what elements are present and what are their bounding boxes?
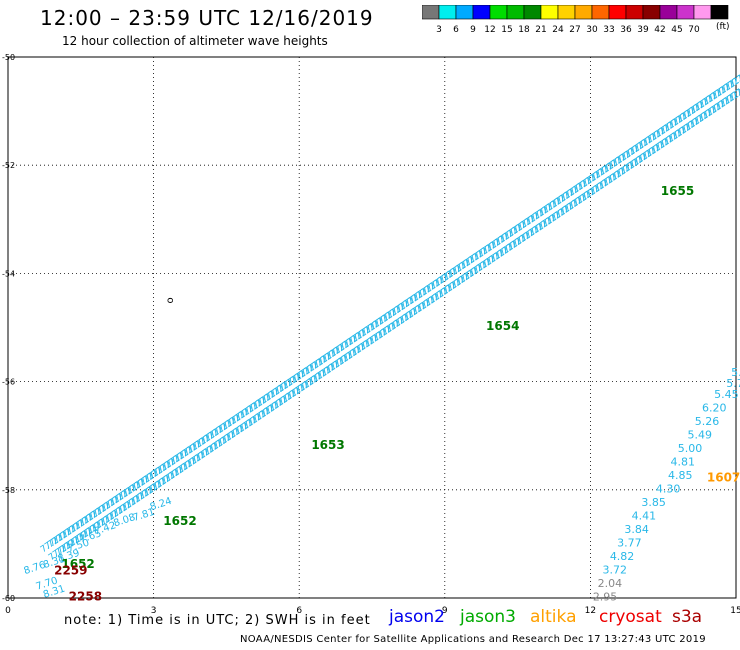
wave-height-label: 5.00 [678,442,703,455]
time-label: 1655 [661,184,694,198]
colorbar-tick-label: 18 [518,25,530,35]
wave-height-label: 5.49 [687,428,712,441]
colorbar-tick-label: 24 [552,25,564,35]
time-label: 1607 [707,471,740,485]
wave-height-label: 3.77 [617,537,642,550]
note-text: note: 1) Time is in UTC; 2) SWH is in fe… [64,613,371,628]
y-tick-label: -50 [2,53,15,62]
time-label: 1652 [163,514,196,528]
wave-height-label: 2.04 [598,577,623,590]
colorbar-tick-label: 6 [453,25,459,35]
colorbar-swatch [710,5,729,20]
wave-height-label: 3.72 [603,564,628,577]
wave-height-label: 6.20 [702,401,727,414]
colorbar-tick-label: 33 [603,25,614,35]
wave-height-label: 2.95 [593,591,618,604]
x-tick-label: 6 [296,606,302,616]
chart-subtitle: 12 hour collection of altimeter wave hei… [62,34,328,48]
time-label: 1653 [311,438,344,452]
mission-jason2: jason2 [389,607,445,627]
chart-title: 12:00 – 23:59 UTC 12/16/2019 [40,6,374,30]
colorbar-tick-label: 42 [654,25,665,35]
time-label: 1654 [486,319,519,333]
colorbar-tick-label: 39 [637,25,649,35]
colorbar-tick-label: 70 [688,25,700,35]
wave-height-label: 5.26 [695,415,720,428]
wave-height-label: 5.85 [731,366,740,379]
credit-line: NOAA/NESDIS Center for Satellite Applica… [240,634,706,645]
wave-height-label: 3.85 [641,496,666,509]
wave-height-label: 8.24 [149,496,174,513]
mission-s3a: s3a [672,607,703,627]
time-label: 2259 [54,564,87,578]
colorbar-tick-label: 15 [501,25,512,35]
x-tick-label: 3 [151,606,157,616]
wave-height-label: 5.79 [726,377,740,390]
time-label: 1652 [61,557,94,571]
colorbar-tick-label: 12 [484,25,495,35]
colorbar-tick-label: 36 [620,25,632,35]
plot-frame [7,56,737,599]
wave-height-label: 4.41 [632,510,657,523]
wave-height-label: 3.84 [624,523,649,536]
colorbar-tick-label: 9 [470,25,476,35]
time-label: 2258 [69,590,102,604]
colorbar-tick-label: 27 [569,25,580,35]
wave-height-label: 7.72 [728,70,740,90]
mission-altika: altika [530,607,577,627]
wave-height-label: 4.85 [668,469,693,482]
y-tick-label: -54 [2,269,15,278]
colorbar-tick-label: 45 [671,25,682,35]
colorbar-units: (ft) [716,22,730,32]
mission-cryosat: cryosat [599,607,662,627]
x-tick-label: 12 [585,606,596,616]
y-tick-label: -58 [2,486,15,495]
colorbar-tick-label: 30 [586,25,598,35]
mission-jason3: jason3 [460,607,516,627]
y-tick-label: -52 [2,161,15,170]
x-tick-label: 9 [442,606,448,616]
wave-height-label: 4.82 [610,550,635,563]
colorbar-legend: 3 6 9 12 15 18 21 24 27 30 33 36 39 42 45 70 [422,5,729,35]
y-tick-label: -56 [2,378,15,387]
x-tick-label: 15 [730,606,740,616]
wave-height-label: 5.45 [714,388,739,401]
y-tick-label: -60 [2,594,15,603]
colorbar-tick-label: 3 [436,25,442,35]
wave-height-label: 4.81 [670,455,695,468]
x-tick-label: 0 [5,606,11,616]
wave-height-label: 4.30 [656,483,681,496]
land-marker: o [165,297,176,303]
colorbar-tick-label: 21 [535,25,546,35]
